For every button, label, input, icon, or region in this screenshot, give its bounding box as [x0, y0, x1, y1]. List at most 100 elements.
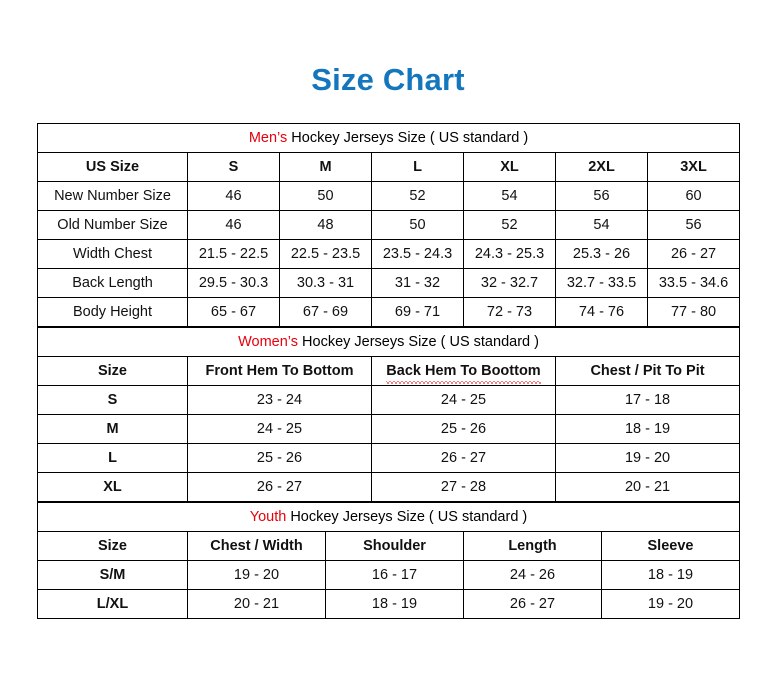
- womens-header-row: Size Front Hem To Bottom Back Hem To Boo…: [37, 356, 741, 386]
- misspelled-word: Back Hem To Boottom: [386, 358, 542, 385]
- mens-header-cell: S: [187, 152, 280, 182]
- womens-row-label: XL: [37, 472, 188, 502]
- womens-banner-rest: Hockey Jerseys Size ( US standard ): [298, 334, 539, 350]
- womens-size-table: Women’s Hockey Jerseys Size ( US standar…: [36, 327, 741, 502]
- mens-row-label: New Number Size: [37, 181, 188, 211]
- youth-size-table: Youth Hockey Jerseys Size ( US standard …: [37, 502, 740, 619]
- womens-cell: 26 - 27: [187, 472, 372, 502]
- mens-cell: 67 - 69: [279, 297, 372, 327]
- table-row: L 25 - 26 26 - 27 19 - 20: [37, 443, 741, 473]
- mens-banner-accent: Men’s: [248, 130, 288, 146]
- mens-cell: 56: [646, 210, 741, 240]
- youth-header-cell: Sleeve: [601, 531, 740, 561]
- youth-cell: 24 - 26: [463, 560, 602, 590]
- table-row: Back Length 29.5 - 30.3 30.3 - 31 31 - 3…: [37, 268, 741, 298]
- womens-cell: 23 - 24: [187, 385, 372, 415]
- youth-cell: 19 - 20: [187, 560, 326, 590]
- womens-cell: 25 - 26: [187, 443, 372, 473]
- table-row: Width Chest 21.5 - 22.5 22.5 - 23.5 23.5…: [37, 239, 741, 269]
- mens-cell: 29.5 - 30.3: [187, 268, 280, 298]
- table-row: New Number Size 46 50 52 54 56 60: [37, 181, 741, 211]
- mens-row-label: Width Chest: [37, 239, 188, 269]
- womens-row-label: M: [37, 414, 188, 444]
- mens-cell: 52: [371, 181, 464, 211]
- table-row: S 23 - 24 24 - 25 17 - 18: [37, 385, 741, 415]
- mens-banner: Men’s Hockey Jerseys Size ( US standard …: [36, 123, 741, 153]
- youth-header-cell: Shoulder: [325, 531, 464, 561]
- youth-banner-rest: Hockey Jerseys Size ( US standard ): [286, 509, 528, 525]
- mens-banner-rest: Hockey Jerseys Size ( US standard ): [287, 130, 529, 146]
- womens-row-label: L: [37, 443, 188, 473]
- table-row: Old Number Size 46 48 50 52 54 56: [37, 210, 741, 240]
- mens-cell: 33.5 - 34.6: [646, 268, 741, 298]
- youth-header-cell: Chest / Width: [187, 531, 326, 561]
- youth-header-cell: Size: [37, 531, 188, 561]
- womens-cell: 27 - 28: [371, 472, 556, 502]
- youth-cell: 26 - 27: [463, 589, 602, 619]
- mens-header-cell: L: [371, 152, 464, 182]
- mens-header-row: US Size S M L XL 2XL 3XL: [37, 152, 741, 182]
- youth-row-label: L/XL: [37, 589, 188, 619]
- youth-banner-row: Youth Hockey Jerseys Size ( US standard …: [37, 502, 740, 532]
- mens-cell: 56: [555, 181, 648, 211]
- womens-banner: Women’s Hockey Jerseys Size ( US standar…: [36, 327, 741, 357]
- womens-cell: 17 - 18: [554, 385, 741, 415]
- womens-banner-accent: Women’s: [238, 334, 298, 350]
- mens-row-label: Old Number Size: [37, 210, 188, 240]
- youth-cell: 19 - 20: [601, 589, 740, 619]
- mens-cell: 54: [555, 210, 648, 240]
- youth-row-label: S/M: [37, 560, 188, 590]
- mens-cell: 54: [463, 181, 556, 211]
- table-row: L/XL 20 - 21 18 - 19 26 - 27 19 - 20: [37, 589, 740, 619]
- mens-cell: 74 - 76: [555, 297, 648, 327]
- mens-cell: 60: [646, 181, 741, 211]
- mens-cell: 50: [371, 210, 464, 240]
- mens-cell: 25.3 - 26: [555, 239, 648, 269]
- mens-cell: 21.5 - 22.5: [187, 239, 280, 269]
- mens-cell: 30.3 - 31: [279, 268, 372, 298]
- mens-header-cell: 2XL: [555, 152, 648, 182]
- womens-header-cell: Chest / Pit To Pit: [554, 356, 741, 386]
- womens-banner-row: Women’s Hockey Jerseys Size ( US standar…: [36, 327, 741, 357]
- mens-cell: 48: [279, 210, 372, 240]
- womens-cell: 24 - 25: [371, 385, 556, 415]
- mens-cell: 69 - 71: [371, 297, 464, 327]
- page-title: Size Chart: [311, 62, 465, 97]
- mens-header-cell: M: [279, 152, 372, 182]
- mens-cell: 52: [463, 210, 556, 240]
- youth-header-cell: Length: [463, 531, 602, 561]
- mens-header-cell: XL: [463, 152, 556, 182]
- womens-header-cell: Size: [37, 356, 188, 386]
- mens-banner-row: Men’s Hockey Jerseys Size ( US standard …: [36, 123, 741, 153]
- mens-row-label: Back Length: [37, 268, 188, 298]
- table-row: Body Height 65 - 67 67 - 69 69 - 71 72 -…: [37, 297, 741, 327]
- table-row: M 24 - 25 25 - 26 18 - 19: [37, 414, 741, 444]
- mens-cell: 31 - 32: [371, 268, 464, 298]
- mens-size-table: Men’s Hockey Jerseys Size ( US standard …: [36, 123, 741, 327]
- mens-header-cell: 3XL: [646, 152, 741, 182]
- mens-header-cell: US Size: [37, 152, 188, 182]
- mens-row-label: Body Height: [37, 297, 188, 327]
- womens-header-cell-typo: Back Hem To Boottom: [371, 356, 556, 386]
- mens-cell: 50: [279, 181, 372, 211]
- mens-cell: 46: [187, 210, 280, 240]
- mens-cell: 32.7 - 33.5: [555, 268, 648, 298]
- womens-cell: 20 - 21: [554, 472, 741, 502]
- mens-cell: 26 - 27: [646, 239, 741, 269]
- youth-cell: 18 - 19: [601, 560, 740, 590]
- youth-cell: 20 - 21: [187, 589, 326, 619]
- youth-cell: 18 - 19: [325, 589, 464, 619]
- womens-cell: 26 - 27: [371, 443, 556, 473]
- youth-cell: 16 - 17: [325, 560, 464, 590]
- mens-cell: 77 - 80: [646, 297, 741, 327]
- womens-cell: 24 - 25: [187, 414, 372, 444]
- youth-header-row: Size Chest / Width Shoulder Length Sleev…: [37, 531, 740, 561]
- mens-cell: 46: [187, 181, 280, 211]
- mens-cell: 23.5 - 24.3: [371, 239, 464, 269]
- youth-banner-accent: Youth: [249, 509, 287, 525]
- youth-banner: Youth Hockey Jerseys Size ( US standard …: [37, 502, 740, 532]
- mens-cell: 22.5 - 23.5: [279, 239, 372, 269]
- womens-row-label: S: [37, 385, 188, 415]
- table-row: S/M 19 - 20 16 - 17 24 - 26 18 - 19: [37, 560, 740, 590]
